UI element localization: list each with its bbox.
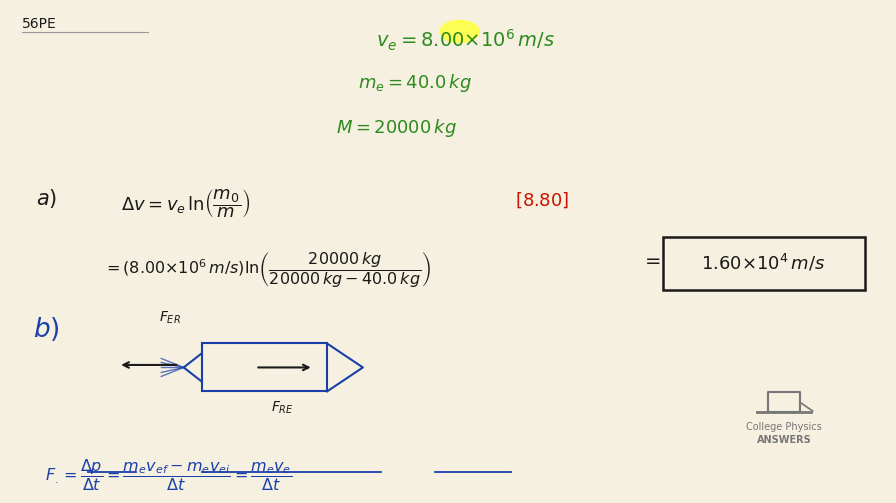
Text: $1.60{\times}10^4\,m/s$: $1.60{\times}10^4\,m/s$ xyxy=(702,252,825,273)
Text: $F_{.} = \dfrac{\Delta p}{\Delta t} = \dfrac{m_e v_{ef} - m_e v_{ei}}{\Delta t} : $F_{.} = \dfrac{\Delta p}{\Delta t} = \d… xyxy=(45,457,292,493)
Text: $b)$: $b)$ xyxy=(33,315,60,343)
Text: $[8.80]$: $[8.80]$ xyxy=(515,190,569,210)
Text: $v_e = 8.00{\times}10^6\,m/s$: $v_e = 8.00{\times}10^6\,m/s$ xyxy=(376,28,556,53)
Bar xyxy=(202,344,327,391)
Text: ANSWERS: ANSWERS xyxy=(756,435,812,445)
Text: $m_e = 40.0\,kg$: $m_e = 40.0\,kg$ xyxy=(358,72,472,95)
Text: College Physics: College Physics xyxy=(746,423,822,433)
Text: 56PE: 56PE xyxy=(22,18,57,32)
Bar xyxy=(663,237,865,290)
Text: $=$: $=$ xyxy=(641,250,661,269)
Text: $=\left(8.00{\times}10^6\,m/s\right)\ln\!\left(\dfrac{20000\,kg}{20000\,kg - 40.: $=\left(8.00{\times}10^6\,m/s\right)\ln\… xyxy=(103,250,431,289)
Text: $M = 20000\,kg$: $M = 20000\,kg$ xyxy=(336,118,457,139)
Text: $F_{RE}$: $F_{RE}$ xyxy=(271,400,294,416)
Text: $a)$: $a)$ xyxy=(36,188,57,210)
Text: $F_{ER}$: $F_{ER}$ xyxy=(159,310,181,326)
Circle shape xyxy=(440,21,479,42)
Text: $\Delta v = v_e\,\ln\!\left(\dfrac{m_0}{m}\right)$: $\Delta v = v_e\,\ln\!\left(\dfrac{m_0}{… xyxy=(121,188,250,220)
